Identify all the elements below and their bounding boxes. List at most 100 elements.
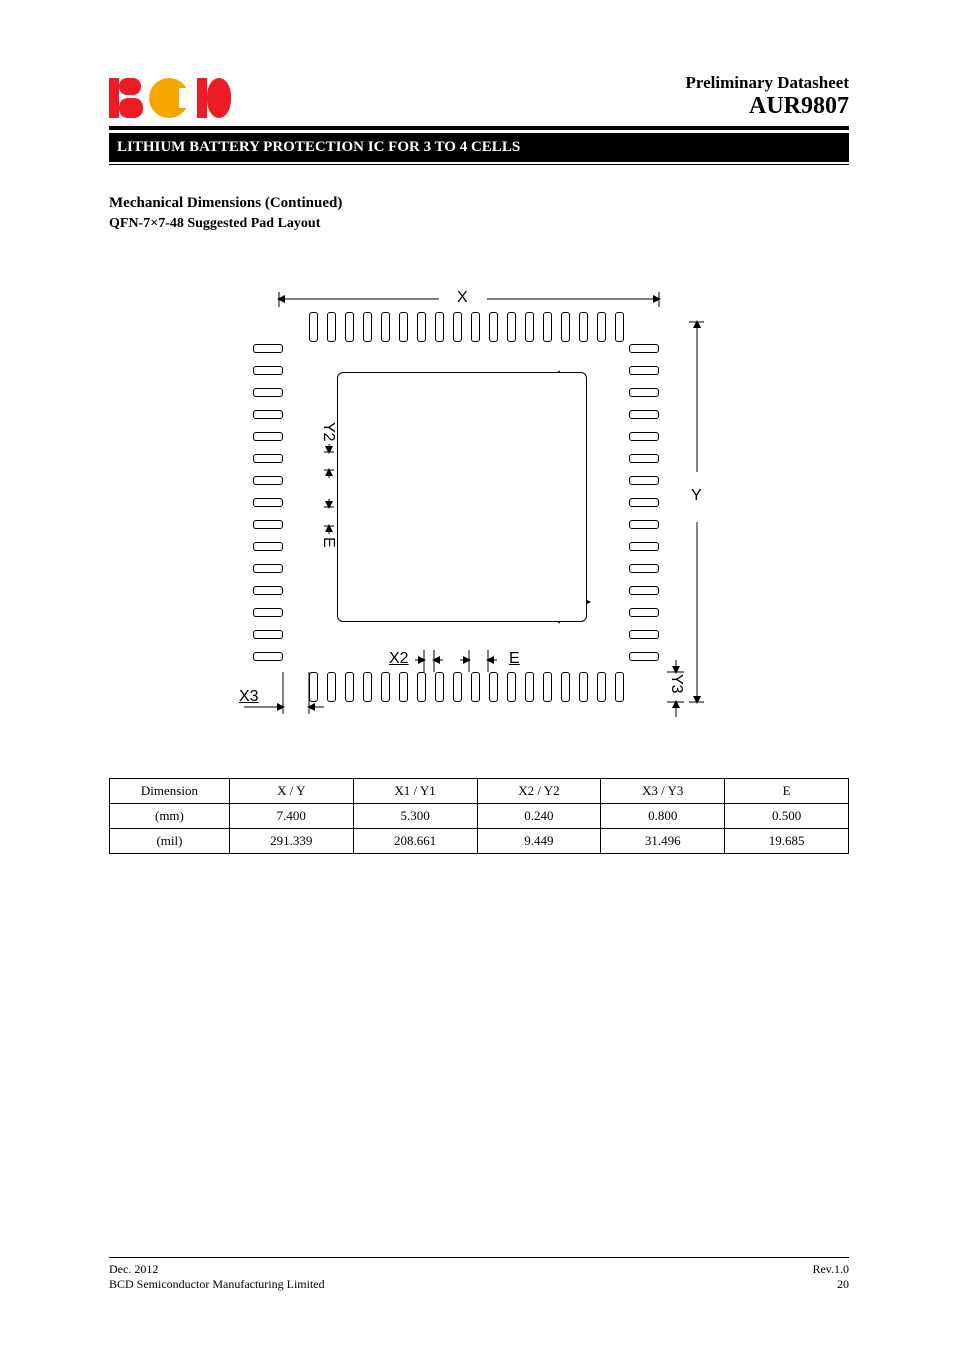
pad-top bbox=[507, 312, 516, 342]
section-title: Mechanical Dimensions (Continued) bbox=[109, 195, 849, 212]
label-y2: Y2 bbox=[319, 422, 337, 442]
pad-top bbox=[327, 312, 336, 342]
pad-top bbox=[399, 312, 408, 342]
table-header: X1 / Y1 bbox=[353, 779, 477, 804]
table-header: X2 / Y2 bbox=[477, 779, 601, 804]
pad-bottom bbox=[309, 672, 318, 702]
pad-top bbox=[615, 312, 624, 342]
pad-top bbox=[471, 312, 480, 342]
pad-right bbox=[629, 476, 659, 485]
pad-bottom bbox=[579, 672, 588, 702]
table-cell: 291.339 bbox=[229, 829, 353, 854]
pad-right bbox=[629, 366, 659, 375]
table-cell: 5.300 bbox=[353, 804, 477, 829]
pad-right bbox=[629, 630, 659, 639]
pad-bottom bbox=[543, 672, 552, 702]
table-cell: 0.800 bbox=[601, 804, 725, 829]
pad-right bbox=[629, 410, 659, 419]
header-rule-thick bbox=[109, 126, 849, 130]
pad-left bbox=[253, 498, 283, 507]
pad-left bbox=[253, 520, 283, 529]
table-row: (mil)291.339208.6619.44931.49619.685 bbox=[110, 829, 849, 854]
table-cell: 0.500 bbox=[725, 804, 849, 829]
label-x: X bbox=[457, 289, 468, 307]
table-header: Dimension bbox=[110, 779, 230, 804]
pad-right bbox=[629, 608, 659, 617]
pad-top bbox=[561, 312, 570, 342]
pad-left bbox=[253, 388, 283, 397]
pad-left bbox=[253, 586, 283, 595]
pad-top bbox=[525, 312, 534, 342]
label-y: Y bbox=[691, 487, 702, 505]
pad-bottom bbox=[507, 672, 516, 702]
pad-right bbox=[629, 520, 659, 529]
pad-bottom bbox=[345, 672, 354, 702]
pad-left bbox=[253, 344, 283, 353]
label-x2: X2 bbox=[389, 650, 409, 668]
pad-top bbox=[489, 312, 498, 342]
label-x3: X3 bbox=[239, 688, 259, 706]
footer-rule bbox=[109, 1257, 849, 1258]
pad-right bbox=[629, 344, 659, 353]
pad-left bbox=[253, 630, 283, 639]
table-header: X / Y bbox=[229, 779, 353, 804]
footer-date: Dec. 2012 bbox=[109, 1262, 158, 1277]
pad-left bbox=[253, 410, 283, 419]
pad-top bbox=[381, 312, 390, 342]
pad-bottom bbox=[363, 672, 372, 702]
pad-bottom bbox=[615, 672, 624, 702]
pad-right bbox=[629, 388, 659, 397]
label-y3: Y3 bbox=[667, 674, 685, 694]
table-cell: 31.496 bbox=[601, 829, 725, 854]
pad-top bbox=[453, 312, 462, 342]
table-row: (mm)7.4005.3000.2400.8000.500 bbox=[110, 804, 849, 829]
pad-left bbox=[253, 542, 283, 551]
pad-bottom bbox=[453, 672, 462, 702]
footer-page: 20 bbox=[837, 1277, 849, 1292]
pad-top bbox=[417, 312, 426, 342]
pad-left bbox=[253, 608, 283, 617]
pad-right bbox=[629, 498, 659, 507]
pad-bottom bbox=[327, 672, 336, 702]
center-pad bbox=[337, 372, 587, 622]
table-cell: (mil) bbox=[110, 829, 230, 854]
footer-rev: Rev.1.0 bbox=[812, 1262, 849, 1277]
pad-top bbox=[345, 312, 354, 342]
pad-right bbox=[629, 586, 659, 595]
pad-left bbox=[253, 652, 283, 661]
pad-left bbox=[253, 454, 283, 463]
pad-top bbox=[309, 312, 318, 342]
pad-left bbox=[253, 476, 283, 485]
pad-bottom bbox=[417, 672, 426, 702]
pad-top bbox=[597, 312, 606, 342]
footprint-drawing: X Y X1 Y1 X2 Y2 E E X3 Y3 bbox=[229, 272, 729, 742]
table-cell: 0.240 bbox=[477, 804, 601, 829]
table-cell: 208.661 bbox=[353, 829, 477, 854]
table-cell: (mm) bbox=[110, 804, 230, 829]
pad-right bbox=[629, 454, 659, 463]
pad-left bbox=[253, 366, 283, 375]
header-rule-thin bbox=[109, 164, 849, 165]
pad-right bbox=[629, 564, 659, 573]
part-number: AUR9807 bbox=[685, 93, 849, 120]
pad-left bbox=[253, 432, 283, 441]
footer-company: BCD Semiconductor Manufacturing Limited bbox=[109, 1277, 325, 1292]
dimension-table: DimensionX / YX1 / Y1X2 / Y2X3 / Y3E(mm)… bbox=[109, 778, 849, 854]
label-e-left: E bbox=[319, 537, 337, 548]
pad-top bbox=[363, 312, 372, 342]
pad-top bbox=[435, 312, 444, 342]
pad-bottom bbox=[381, 672, 390, 702]
pad-bottom bbox=[471, 672, 480, 702]
pad-right bbox=[629, 542, 659, 551]
pad-bottom bbox=[435, 672, 444, 702]
pad-left bbox=[253, 564, 283, 573]
table-header: X3 / Y3 bbox=[601, 779, 725, 804]
doc-subtitle: Preliminary Datasheet bbox=[685, 73, 849, 93]
section-subtitle: QFN-7×7-48 Suggested Pad Layout bbox=[109, 216, 849, 232]
table-cell: 7.400 bbox=[229, 804, 353, 829]
pad-bottom bbox=[525, 672, 534, 702]
pad-bottom bbox=[489, 672, 498, 702]
pad-bottom bbox=[399, 672, 408, 702]
pad-right bbox=[629, 432, 659, 441]
bcd-logo bbox=[109, 70, 239, 120]
